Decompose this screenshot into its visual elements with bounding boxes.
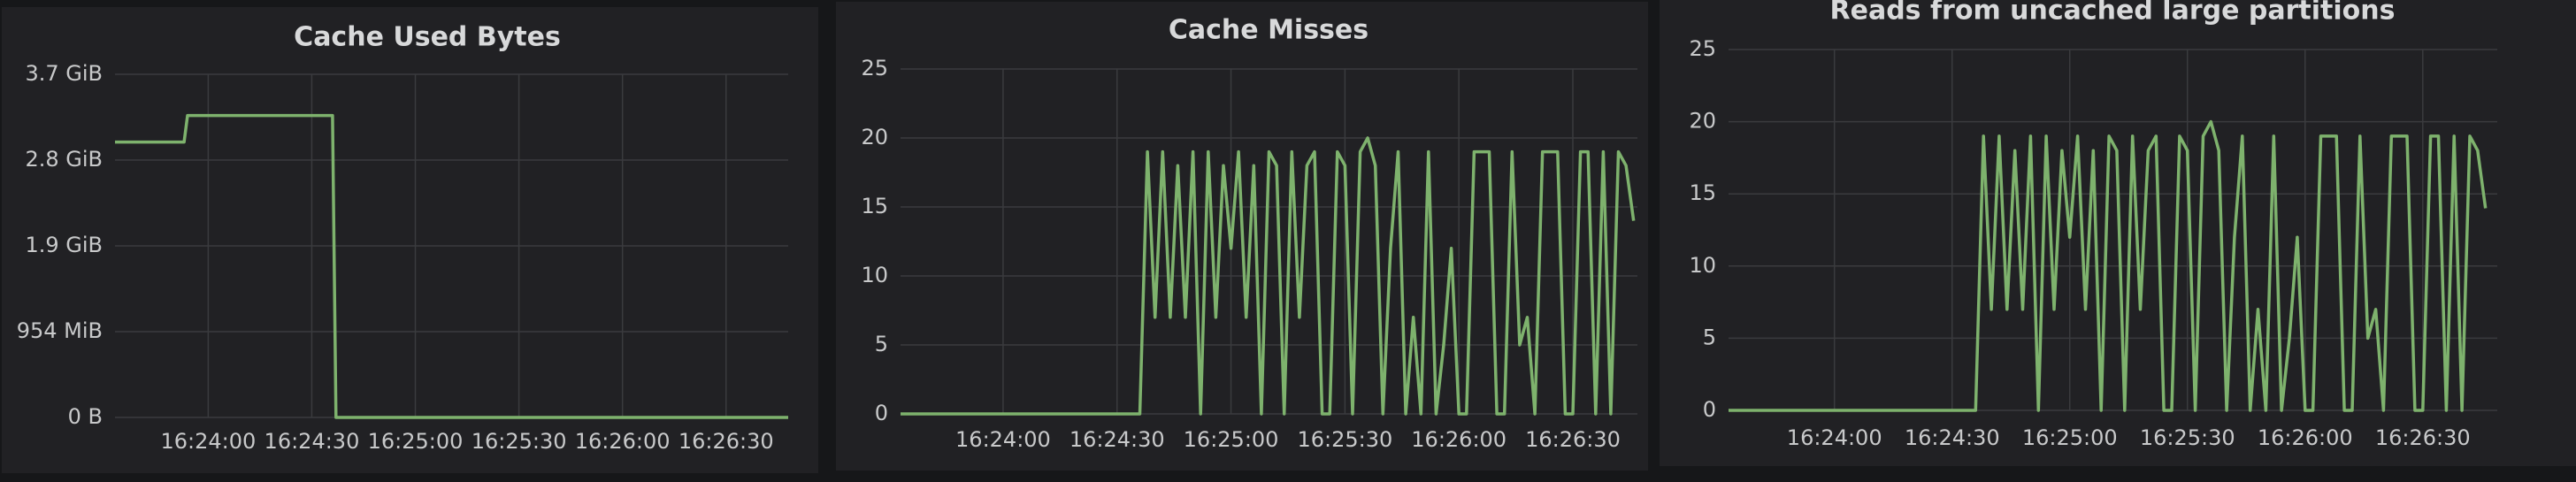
series-line — [115, 113, 788, 419]
x-tick-label: 16:26:00 — [1411, 427, 1506, 452]
y-tick-label: 0 — [875, 401, 888, 425]
x-tick-label: 16:26:00 — [575, 429, 671, 454]
y-tick-label: 954 MiB — [17, 318, 103, 343]
x-tick-label: 16:25:30 — [1297, 427, 1392, 452]
y-tick-label: 0 B — [68, 404, 103, 429]
x-tick-label: 16:24:00 — [955, 427, 1051, 452]
x-tick-label: 16:24:30 — [1070, 427, 1165, 452]
chart-title: Cache Used Bytes — [294, 22, 561, 53]
y-tick-label: 20 — [861, 125, 888, 149]
y-tick-label: 20 — [1689, 109, 1716, 134]
x-tick-label: 16:25:00 — [2022, 425, 2118, 450]
y-tick-label: 1.9 GiB — [25, 233, 103, 257]
y-tick-label: 10 — [1689, 253, 1716, 278]
x-tick-label: 16:24:00 — [160, 429, 256, 454]
y-tick-label: 15 — [1689, 180, 1716, 205]
y-tick-label: 5 — [1703, 325, 1716, 349]
x-tick-label: 16:24:00 — [1787, 425, 1882, 450]
x-tick-label: 16:26:30 — [678, 429, 774, 454]
x-tick-label: 16:25:00 — [368, 429, 464, 454]
panel — [2, 7, 818, 473]
y-tick-label: 15 — [861, 194, 888, 218]
y-tick-label: 2.8 GiB — [25, 147, 103, 172]
x-tick-label: 16:25:30 — [472, 429, 567, 454]
x-tick-label: 16:26:30 — [1525, 427, 1621, 452]
x-tick-label: 16:26:00 — [2258, 425, 2353, 450]
x-tick-label: 16:26:30 — [2375, 425, 2471, 450]
y-tick-label: 5 — [875, 332, 888, 356]
y-tick-label: 25 — [1689, 36, 1716, 61]
y-tick-label: 3.7 GiB — [25, 61, 103, 86]
y-tick-label: 10 — [861, 263, 888, 287]
x-tick-label: 16:25:00 — [1184, 427, 1279, 452]
chart-title: Reads from uncached large partitions — [1830, 0, 2396, 27]
series-line — [901, 136, 1636, 416]
x-tick-label: 16:25:30 — [2140, 425, 2235, 450]
y-tick-label: 0 — [1703, 397, 1716, 422]
series-line — [1729, 119, 2488, 412]
chart-title: Cache Misses — [1169, 15, 1368, 46]
x-tick-label: 16:24:30 — [264, 429, 360, 454]
x-tick-label: 16:24:30 — [1905, 425, 2000, 450]
y-tick-label: 25 — [861, 56, 888, 80]
